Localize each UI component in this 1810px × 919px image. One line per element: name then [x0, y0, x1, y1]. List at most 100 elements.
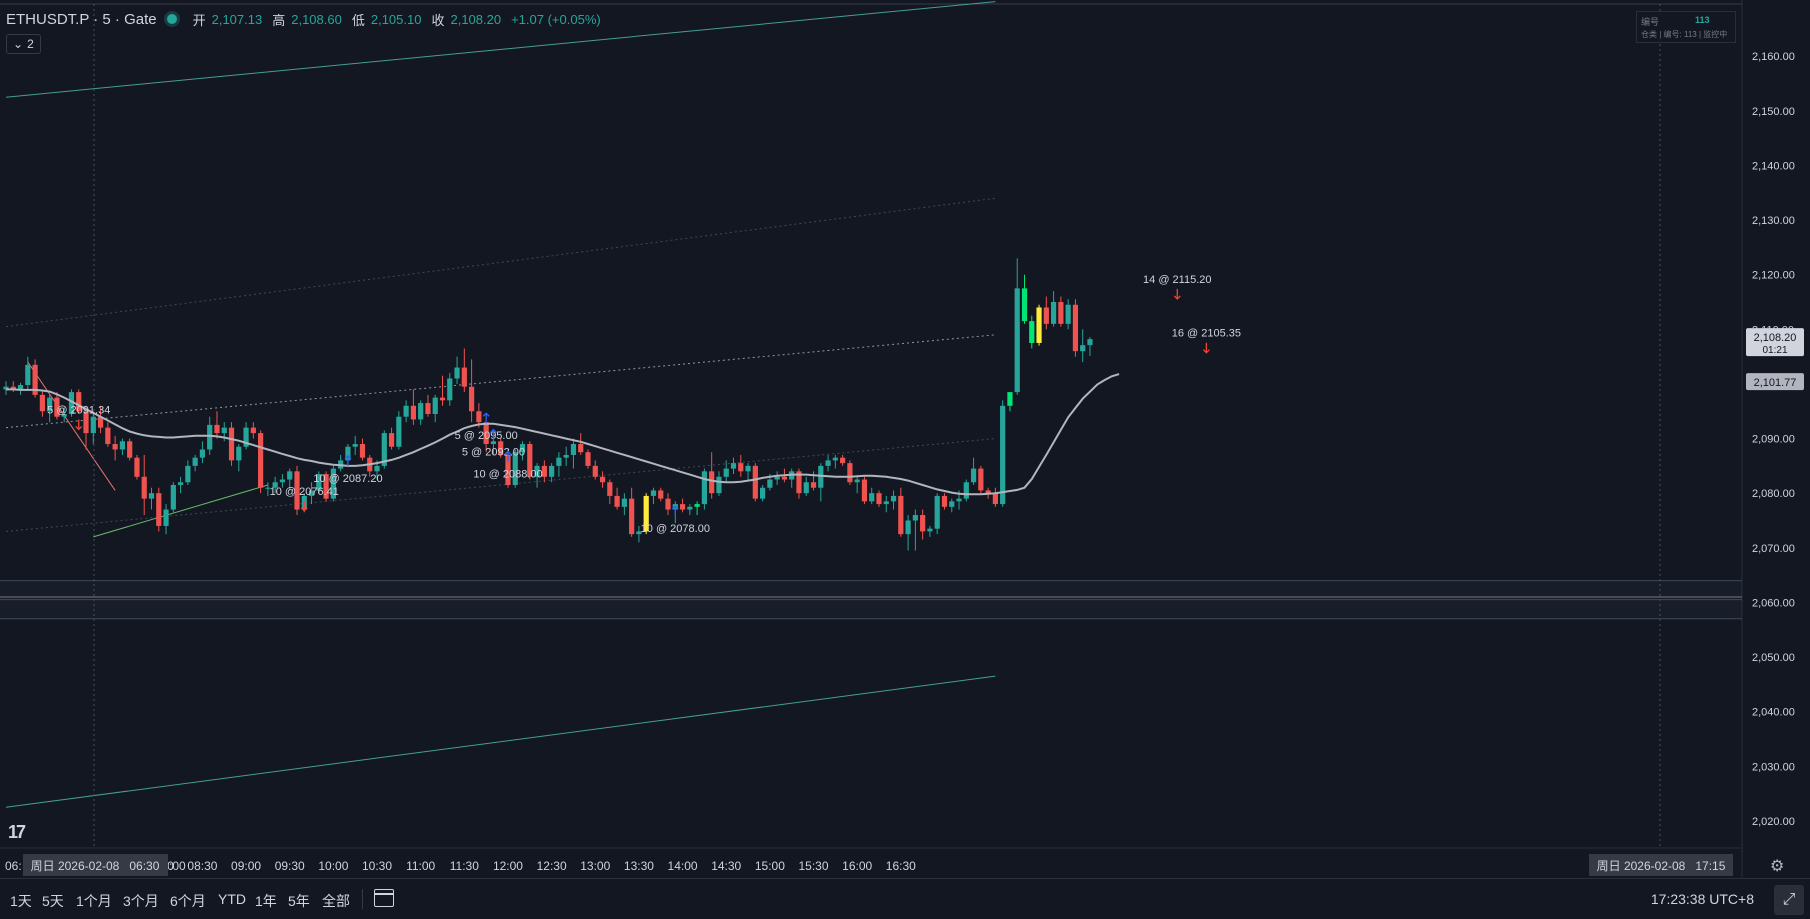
candle-body	[578, 444, 584, 453]
candle-body	[148, 493, 155, 499]
price-tick-label: 2,090.00	[1752, 434, 1795, 446]
trade-annotation-label: 10 @ 2078.00	[641, 523, 710, 535]
candle-body	[840, 457, 846, 464]
candle-body	[767, 479, 773, 488]
candle-body	[32, 364, 38, 395]
candle-body	[527, 444, 533, 477]
calendar-goto-icon[interactable]	[374, 889, 394, 907]
candle-body	[76, 392, 82, 412]
candle-body	[258, 433, 264, 488]
start-time-badge-text: 周日 2026-02-08 06:30	[31, 859, 160, 873]
timeframe-1y-button[interactable]: 1年	[255, 893, 277, 909]
time-axis-left-edge: 06:	[5, 859, 22, 873]
indicators-collapse-button[interactable]: ⌄ 2	[6, 34, 41, 54]
candle-body	[483, 422, 489, 445]
candle-body	[607, 482, 613, 496]
sell-arrow-icon	[1173, 288, 1181, 300]
candle-body	[614, 495, 620, 507]
price-axis-labels: 2,020.00 2,030.00 2,040.00 2,050.00 2,060.00…	[1752, 51, 1795, 828]
candle-body	[287, 471, 293, 480]
candle-body	[469, 386, 475, 412]
channel-line	[5, 438, 996, 532]
candle-body	[1065, 304, 1071, 324]
trade-annotation-label: 5 @ 2095.00	[455, 430, 518, 442]
candle-body	[236, 446, 242, 461]
candle-body	[956, 498, 962, 502]
candle-body	[359, 444, 366, 458]
buy-arrow-icon	[671, 505, 679, 517]
settings-gear-icon[interactable]: ⚙	[1770, 858, 1785, 875]
price-tick-label: 2,140.00	[1752, 160, 1795, 172]
time-tick-label: 12:30	[537, 859, 567, 873]
candle-body	[585, 452, 591, 466]
price-tick-label: 2,070.00	[1752, 543, 1795, 555]
timeframe-6m-button[interactable]: 6个月	[170, 893, 206, 909]
candle-body	[716, 476, 722, 494]
fullscreen-exit-icon[interactable]: ⤢	[1774, 885, 1804, 915]
buy-arrow-icon	[504, 450, 512, 462]
price-axis-panel[interactable]	[1742, 0, 1810, 878]
channel-line	[5, 675, 996, 808]
candle-body	[112, 444, 118, 450]
price-tick-label: 2,050.00	[1752, 652, 1795, 664]
candle-body	[1021, 288, 1028, 322]
support-zone	[0, 580, 1742, 619]
close-label: 收	[431, 12, 445, 28]
candle-body	[374, 465, 380, 472]
candle-body	[978, 468, 984, 491]
candle-body	[418, 403, 424, 420]
end-time-badge	[1589, 854, 1733, 876]
timeframe-5y-button[interactable]: 5年	[288, 893, 310, 909]
candle-body	[1036, 307, 1042, 343]
channel-line	[5, 197, 996, 328]
tradingview-logo-icon[interactable]: 17	[8, 822, 26, 842]
candle-body	[316, 474, 322, 491]
time-tick-label: 09:30	[275, 859, 305, 873]
symbol-title[interactable]: ETHUSDT.P · 5 · Gate	[6, 10, 157, 28]
info-box-label: 编号	[1641, 17, 1660, 27]
candle-body	[650, 490, 657, 496]
candle-body	[549, 465, 555, 477]
timeframe-ytd-button[interactable]: YTD	[218, 891, 246, 907]
moving-average-line	[6, 373, 1120, 496]
candle-body	[934, 495, 940, 529]
timeframe-1m-button[interactable]: 1个月	[76, 893, 112, 909]
high-label: 高	[272, 12, 286, 28]
candle-body	[985, 490, 991, 494]
candle-body	[556, 457, 562, 466]
ma-price-text: 2,101.77	[1754, 377, 1797, 389]
candle-body	[760, 487, 766, 499]
time-axis-badges: 周日 2026-02-08 06:30 周日 2026-02-08 17:15 …	[5, 854, 1733, 876]
candle-body	[738, 463, 744, 472]
timeframe-5d-button[interactable]: 5天	[42, 893, 64, 909]
time-axis-left-tail: :00	[169, 859, 186, 873]
channel-line	[5, 334, 996, 429]
candle-body	[141, 476, 147, 499]
candle-body	[869, 493, 875, 502]
candle-body	[745, 465, 751, 472]
trend-line	[27, 361, 116, 491]
info-box-value: 113	[1695, 15, 1710, 25]
buy-arrow-icon	[482, 412, 490, 424]
candle-body	[694, 504, 700, 507]
candle-body	[25, 364, 31, 386]
timeframe-3m-button[interactable]: 3个月	[123, 893, 159, 909]
candle-body	[272, 482, 278, 488]
timeframe-1d-button[interactable]: 1天	[10, 893, 32, 909]
clock-display[interactable]: 17:23:38 UTC+8	[1650, 891, 1754, 907]
time-tick-label: 08:30	[187, 859, 217, 873]
candle-body	[61, 413, 67, 417]
candle-body	[432, 397, 438, 414]
candle-body	[498, 441, 504, 455]
candle-body	[47, 397, 53, 412]
buy-arrow-icon	[489, 428, 497, 440]
candle-body	[178, 482, 184, 485]
time-tick-label: 13:30	[624, 859, 654, 873]
timeframe-all-button[interactable]: 全部	[322, 893, 350, 909]
symbol-header: ETHUSDT.P · 5 · Gate 开 2,107.13 高 2,108.60…	[6, 8, 601, 30]
candle-body	[476, 411, 482, 423]
candle-body	[323, 474, 329, 499]
candle-body	[1087, 339, 1093, 346]
